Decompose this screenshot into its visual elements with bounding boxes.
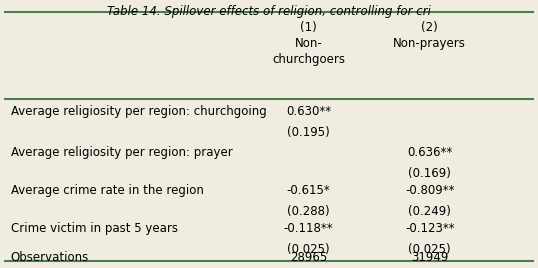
Text: (0.288): (0.288) <box>287 205 330 218</box>
Text: -0.118**: -0.118** <box>284 222 334 235</box>
Text: (1)
Non-
churchgoers: (1) Non- churchgoers <box>272 21 345 66</box>
Text: 31949: 31949 <box>411 251 449 264</box>
Text: -0.809**: -0.809** <box>405 184 455 197</box>
Text: Average crime rate in the region: Average crime rate in the region <box>11 184 203 197</box>
Text: 0.630**: 0.630** <box>286 105 331 118</box>
Text: Average religiosity per region: prayer: Average religiosity per region: prayer <box>11 146 232 159</box>
Text: 28965: 28965 <box>290 251 327 264</box>
Text: (0.195): (0.195) <box>287 126 330 139</box>
Text: (0.169): (0.169) <box>408 167 451 180</box>
Text: Crime victim in past 5 years: Crime victim in past 5 years <box>11 222 178 235</box>
Text: (0.025): (0.025) <box>408 243 451 256</box>
Text: Average religiosity per region: churchgoing: Average religiosity per region: churchgo… <box>11 105 266 118</box>
Text: (2)
Non-prayers: (2) Non-prayers <box>393 21 466 50</box>
Text: -0.615*: -0.615* <box>287 184 330 197</box>
Text: -0.123**: -0.123** <box>405 222 455 235</box>
Text: Table 14. Spillover effects of religion, controlling for cri: Table 14. Spillover effects of religion,… <box>107 5 431 18</box>
Text: (0.249): (0.249) <box>408 205 451 218</box>
Text: 0.636**: 0.636** <box>407 146 452 159</box>
Text: Observations: Observations <box>11 251 89 264</box>
Text: (0.025): (0.025) <box>287 243 330 256</box>
